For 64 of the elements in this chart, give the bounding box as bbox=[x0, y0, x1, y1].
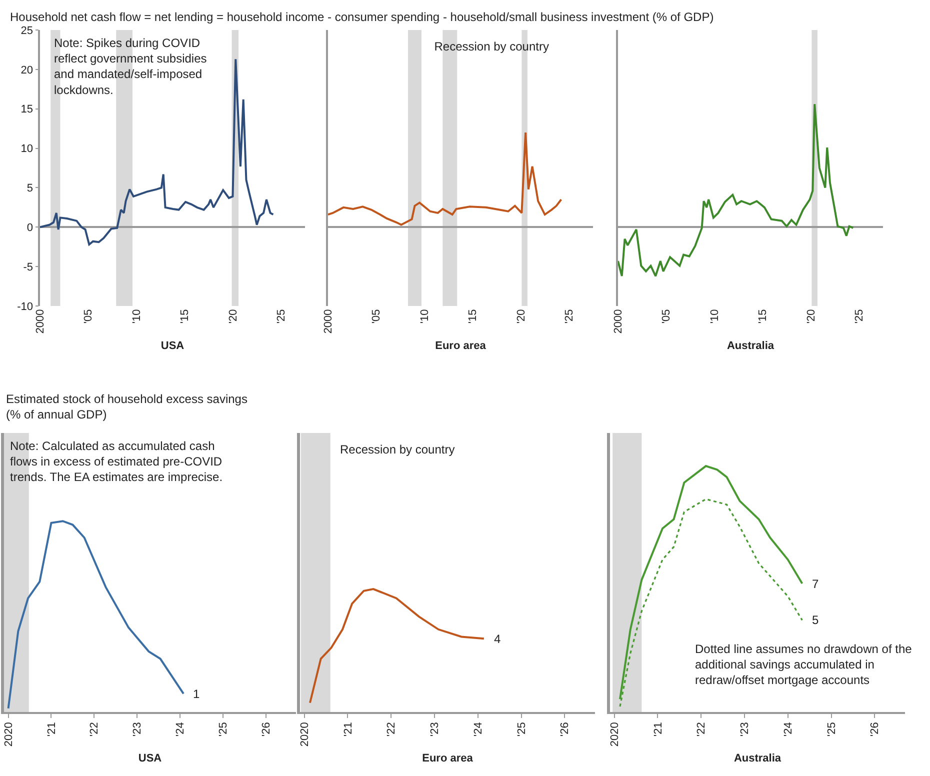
x-tick-label: '25 bbox=[275, 309, 288, 324]
annotation: Dotted line assumes no drawdown of the additional savings accumulated in redraw/offset mortgage accounts bbox=[695, 642, 912, 688]
text: Household net cash flow = net lending = household income - consumer spending - household/small business investment (% of GDP) bbox=[10, 10, 714, 24]
y-tick-label: 20 bbox=[20, 64, 34, 76]
x-tick-label: '05 bbox=[660, 309, 673, 324]
x-tick-label: '23 bbox=[739, 722, 752, 736]
x-tick-label: '21 bbox=[652, 722, 664, 736]
x-tick-label: 2000 bbox=[612, 309, 625, 334]
data-label: 5 bbox=[812, 613, 819, 627]
x-axis-title: USA bbox=[160, 340, 184, 352]
data-label: 4 bbox=[494, 632, 501, 646]
x-tick-label: '21 bbox=[46, 722, 58, 736]
x-tick-label: '24 bbox=[472, 722, 484, 736]
x-tick-label: 2000 bbox=[34, 309, 47, 334]
x-tick-label: '23 bbox=[429, 722, 442, 736]
x-tick-label: 2000 bbox=[322, 309, 335, 334]
y-tick-label: 10 bbox=[20, 143, 34, 156]
data-label: 7 bbox=[812, 577, 819, 591]
x-tick-label: '21 bbox=[342, 722, 354, 736]
x-tick-label: '25 bbox=[218, 722, 230, 736]
y-tick-label: 25 bbox=[20, 24, 34, 37]
x-tick-label: '22 bbox=[696, 722, 708, 736]
x-axis-title: Australia bbox=[734, 752, 782, 764]
x-tick-label: '20 bbox=[227, 309, 240, 324]
x-tick-label: '10 bbox=[418, 309, 431, 324]
chart-title: Estimated stock of household excess savings (% of annual GDP) bbox=[6, 392, 248, 422]
x-tick-label: '25 bbox=[853, 309, 866, 324]
x-axis-title: USA bbox=[138, 752, 162, 764]
band-label: Recession by country bbox=[434, 40, 549, 54]
x-tick-label: '26 bbox=[869, 722, 882, 736]
x-axis-title: Euro area bbox=[435, 340, 487, 352]
y-tick-label: -10 bbox=[17, 300, 34, 313]
x-tick-label: '10 bbox=[708, 309, 721, 324]
x-tick-label: '23 bbox=[132, 722, 144, 736]
x-axis-title: Euro area bbox=[422, 752, 474, 764]
x-tick-label: '22 bbox=[88, 722, 101, 736]
y-tick-label: 15 bbox=[20, 104, 34, 116]
y-tick-label: 0 bbox=[26, 222, 34, 234]
band-label: Recession by country bbox=[340, 442, 455, 457]
y-tick-label: -5 bbox=[23, 261, 34, 274]
x-tick-label: '26 bbox=[559, 722, 572, 736]
x-axis-title: Australia bbox=[726, 340, 775, 352]
x-tick-label: 2020 bbox=[608, 722, 621, 747]
x-tick-label: '25 bbox=[826, 722, 838, 736]
x-tick-label: '20 bbox=[805, 309, 818, 324]
x-tick-label: '24 bbox=[174, 722, 187, 736]
x-tick-label: '05 bbox=[370, 309, 383, 324]
annotation: Note: Calculated as accumulated cash flows in excess of estimated pre-COVID trends. The EA estimates are imprecise. bbox=[10, 439, 223, 484]
x-tick-label: '10 bbox=[130, 309, 143, 324]
x-tick-label: 2020 bbox=[298, 722, 311, 747]
x-tick-label: 2020 bbox=[2, 722, 15, 747]
x-tick-label: '25 bbox=[563, 309, 576, 324]
x-tick-label: '05 bbox=[82, 309, 95, 324]
x-tick-label: '20 bbox=[515, 309, 528, 324]
x-tick-label: '22 bbox=[386, 722, 398, 736]
annotation: Note: Spikes during COVID reflect government subsidies and mandated/self-imposed lockdowns. bbox=[54, 36, 207, 97]
x-tick-label: '15 bbox=[179, 309, 192, 324]
data-label: 1 bbox=[193, 687, 200, 701]
x-tick-label: '24 bbox=[782, 722, 794, 736]
x-tick-label: '25 bbox=[516, 722, 528, 736]
x-tick-label: '15 bbox=[757, 309, 770, 324]
x-tick-label: '26 bbox=[260, 722, 273, 736]
y-tick-label: 5 bbox=[26, 182, 34, 195]
x-tick-label: '15 bbox=[467, 309, 480, 324]
